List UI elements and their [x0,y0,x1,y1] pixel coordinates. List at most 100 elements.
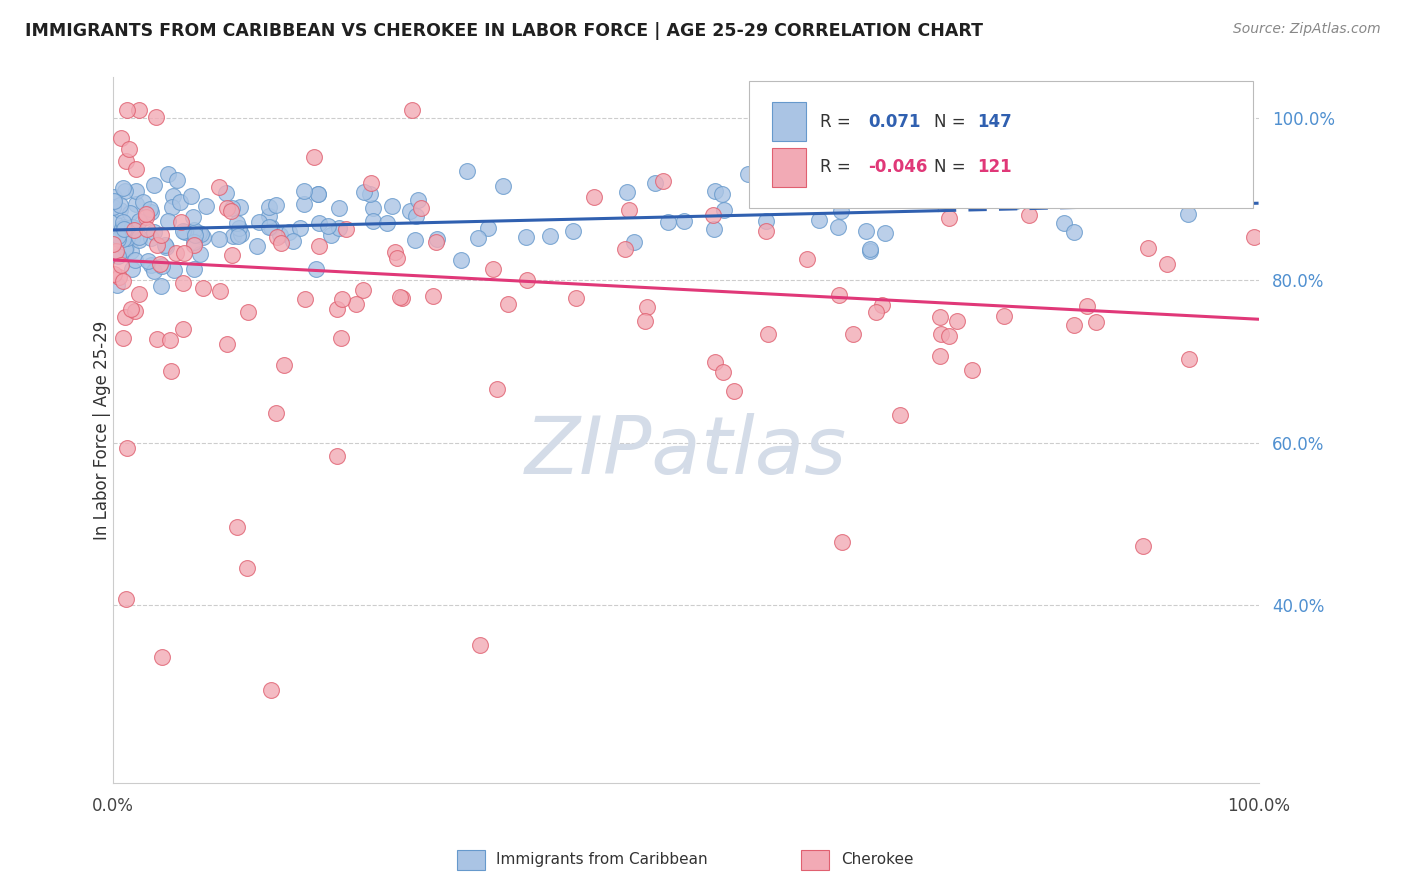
Point [482,261,505,276]
Text: Immigrants from Caribbean: Immigrants from Caribbean [496,853,707,867]
Point [228,220,250,235]
Point [188,246,211,260]
Point [411,201,433,215]
Point [135,207,157,221]
Point [135,221,157,235]
Point [1243,230,1265,244]
Point [103,215,125,229]
Point [159,333,181,347]
Point [1085,315,1108,329]
Point [114,220,136,235]
Point [1132,539,1154,553]
Point [215,337,238,351]
Point [217,201,239,215]
Point [1156,257,1178,271]
Point [938,211,960,226]
Point [565,291,588,305]
Point [143,263,166,277]
Point [870,298,893,312]
Point [236,304,259,318]
Point [107,232,129,246]
Point [755,183,778,197]
Point [859,243,882,257]
Point [128,214,150,228]
Point [470,638,492,652]
Point [163,263,186,277]
Point [229,200,252,214]
Point [221,202,243,216]
Point [652,173,675,187]
Point [827,287,849,301]
Point [1232,168,1254,182]
Point [388,290,411,304]
Point [889,408,911,422]
Point [335,222,357,236]
Point [302,150,325,164]
Point [165,246,187,260]
Point [288,221,311,235]
Point [125,196,148,211]
Point [215,186,238,200]
Point [114,153,136,168]
Text: -0.046: -0.046 [868,159,928,177]
Point [117,142,139,156]
Text: ZIPatlas: ZIPatlas [524,413,846,491]
Point [245,239,267,253]
Point [467,231,489,245]
Point [1136,241,1159,255]
Point [110,258,132,272]
Point [183,237,205,252]
Point [749,174,772,188]
Point [796,252,818,267]
Point [190,227,212,242]
Point [644,176,666,190]
Point [266,229,288,244]
Point [713,202,735,217]
Point [264,197,287,211]
Point [755,224,778,238]
Point [155,240,177,254]
Point [257,209,280,223]
Point [737,167,759,181]
Point [1028,161,1050,175]
Point [236,561,259,575]
Point [269,227,291,242]
Point [121,261,143,276]
Point [1063,318,1085,333]
Point [281,234,304,248]
Point [108,202,131,217]
Point [247,215,270,229]
Point [824,178,846,193]
Point [103,236,125,251]
Point [136,254,159,268]
Point [292,185,315,199]
Point [391,291,413,305]
Point [1053,215,1076,229]
Point [114,242,136,256]
Point [1076,299,1098,313]
Point [112,274,135,288]
Point [115,591,138,606]
Point [330,331,353,345]
Point [305,261,328,276]
Point [711,365,734,379]
Point [107,269,129,284]
Point [865,305,887,319]
Point [125,161,148,176]
Point [208,284,231,298]
Point [111,223,134,237]
Point [657,215,679,229]
Point [128,230,150,244]
Point [408,194,430,208]
Point [128,233,150,247]
Point [375,216,398,230]
Point [1005,194,1028,208]
Point [328,201,350,215]
Point [292,196,315,211]
Point [260,219,283,234]
Point [124,252,146,267]
Point [112,231,135,245]
Point [859,244,882,258]
Point [191,280,214,294]
Point [150,228,173,243]
